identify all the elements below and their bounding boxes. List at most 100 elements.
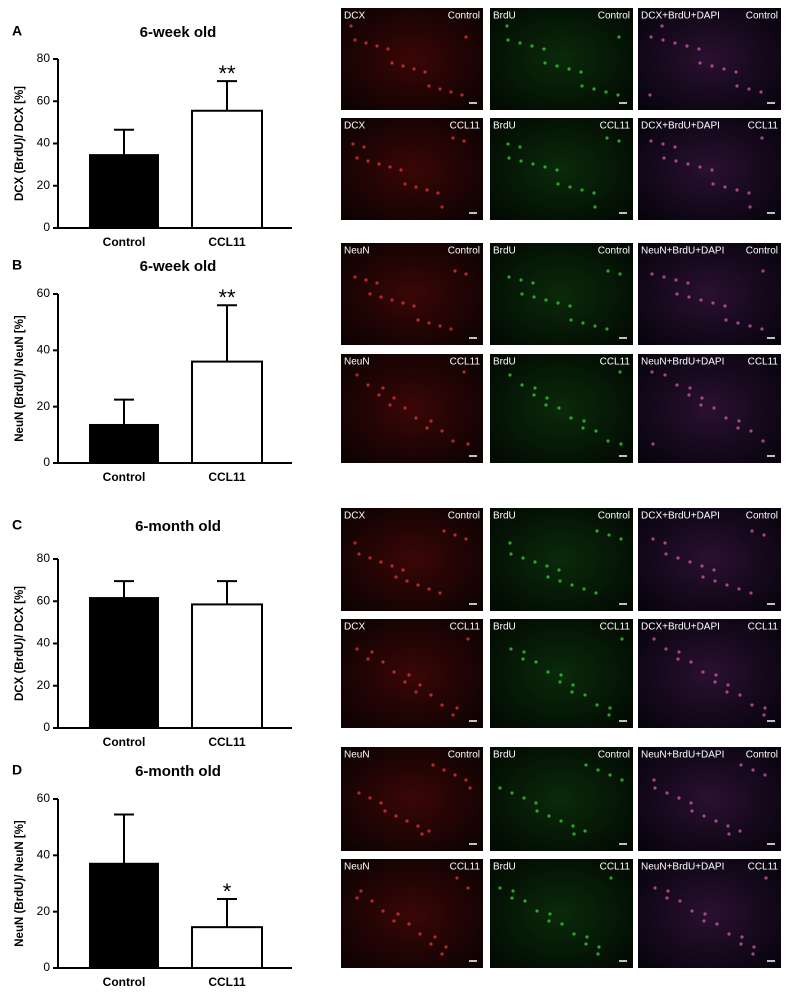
cell-signal — [572, 932, 576, 936]
cell-signal — [686, 281, 690, 285]
cell-signal — [727, 932, 731, 936]
cell-signal — [751, 768, 755, 772]
cell-signal — [353, 275, 357, 279]
cell-signal — [509, 552, 513, 556]
cell-signal — [414, 690, 418, 694]
cell-signal — [557, 568, 561, 572]
cell-signal — [666, 889, 670, 893]
cell-signal — [464, 272, 468, 276]
panel-letter: D — [12, 762, 22, 778]
cell-signal — [748, 205, 752, 209]
cell-signal — [710, 64, 714, 68]
cell-signal — [399, 168, 403, 172]
cell-signal — [401, 568, 405, 572]
cell-signal — [436, 191, 440, 195]
cell-signal — [433, 935, 437, 939]
cell-signal — [498, 886, 502, 890]
cell-signal — [370, 650, 374, 654]
cell-signal — [653, 886, 657, 890]
cell-signal — [678, 899, 682, 903]
cell-signal — [652, 637, 656, 641]
cell-signal — [686, 162, 690, 166]
cell-signal — [595, 703, 599, 707]
cell-signal — [375, 281, 379, 285]
cell-signal — [749, 591, 753, 595]
cell-signal — [761, 269, 765, 273]
cell-signal — [521, 556, 525, 560]
cell-signal — [727, 832, 731, 836]
cell-signal — [750, 703, 754, 707]
micrograph — [490, 243, 633, 345]
cell-signal — [760, 327, 764, 331]
cell-signal — [438, 591, 442, 595]
stain-label: DCX — [344, 11, 365, 22]
cell-signal — [425, 426, 429, 430]
cell-signal — [403, 680, 407, 684]
cell-signal — [660, 24, 664, 28]
cell-signal — [388, 165, 392, 169]
cell-signal — [663, 373, 667, 377]
cell-signal — [412, 304, 416, 308]
stain-label: DCX — [344, 121, 365, 132]
cell-signal — [609, 876, 613, 880]
cell-signal — [357, 552, 361, 556]
cell-signal — [725, 583, 729, 587]
cell-signal — [677, 650, 681, 654]
cell-signal — [379, 560, 383, 564]
y-tick-label: 0 — [43, 455, 50, 469]
cell-signal — [560, 922, 564, 926]
cell-signal — [738, 693, 742, 697]
cell-signal — [650, 370, 654, 374]
cell-signal — [712, 568, 716, 572]
cell-signal — [559, 673, 563, 677]
cell-signal — [453, 533, 457, 537]
cell-signal — [351, 142, 355, 146]
cell-signal — [546, 575, 550, 579]
cell-signal — [762, 713, 766, 717]
chart-title: 6-week old — [140, 258, 217, 275]
cell-signal — [593, 324, 597, 328]
cell-signal — [543, 165, 547, 169]
cell-signal — [453, 269, 457, 273]
cell-signal — [581, 426, 585, 430]
cell-signal — [737, 587, 741, 591]
stain-label: NeuN — [344, 246, 370, 257]
stain-label: DCX+BrdU+DAPI — [641, 11, 720, 22]
condition-label: CCL11 — [600, 622, 631, 633]
cell-signal — [519, 278, 523, 282]
stain-label: NeuN+BrdU+DAPI — [641, 862, 724, 873]
micrograph — [490, 118, 633, 220]
cell-signal — [764, 876, 768, 880]
cell-signal — [675, 292, 679, 296]
stain-label: NeuN — [344, 862, 370, 873]
cell-signal — [665, 791, 669, 795]
panel-letter: C — [12, 517, 22, 533]
cell-signal — [677, 796, 681, 800]
cell-signal — [498, 786, 502, 790]
stain-label: BrdU — [493, 622, 516, 633]
cell-signal — [700, 396, 704, 400]
cell-signal — [520, 292, 524, 296]
cell-signal — [522, 650, 526, 654]
x-tick-label: CCL11 — [208, 735, 246, 749]
cell-signal — [355, 156, 359, 160]
cell-signal — [582, 587, 586, 591]
x-tick-label: Control — [103, 735, 146, 749]
cell-signal — [608, 706, 612, 710]
cell-signal — [466, 442, 470, 446]
cell-signal — [648, 93, 652, 97]
cell-signal — [618, 370, 622, 374]
cell-signal — [583, 829, 587, 833]
cell-signal — [723, 185, 727, 189]
cell-signal — [388, 403, 392, 407]
cell-signal — [532, 393, 536, 397]
y-axis-label: DCX (BrdU)/ DCX [%] — [14, 86, 26, 201]
cell-signal — [535, 809, 539, 813]
bar — [89, 597, 159, 729]
condition-label: Control — [746, 750, 778, 761]
stain-label: NeuN+BrdU+DAPI — [641, 246, 724, 257]
condition-label: CCL11 — [600, 862, 631, 873]
cell-signal — [748, 324, 752, 328]
cell-signal — [712, 406, 716, 410]
cell-signal — [530, 44, 534, 48]
